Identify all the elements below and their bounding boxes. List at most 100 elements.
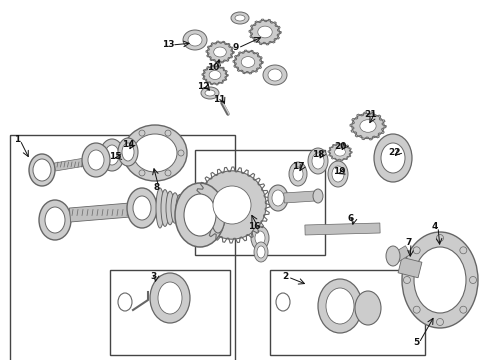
Ellipse shape [213, 186, 251, 224]
Text: 9: 9 [232, 43, 238, 52]
Ellipse shape [100, 139, 124, 171]
Polygon shape [109, 148, 146, 163]
Text: 13: 13 [162, 40, 174, 49]
Ellipse shape [205, 90, 215, 96]
Ellipse shape [166, 191, 174, 225]
Ellipse shape [318, 279, 362, 333]
Polygon shape [305, 223, 380, 235]
Text: 7: 7 [405, 238, 412, 247]
Circle shape [165, 130, 171, 136]
Ellipse shape [326, 288, 354, 324]
Circle shape [139, 170, 145, 176]
Text: 21: 21 [364, 110, 376, 119]
Bar [110, 270, 230, 355]
Text: 14: 14 [122, 140, 135, 149]
Circle shape [413, 306, 420, 313]
Ellipse shape [254, 242, 268, 262]
Ellipse shape [88, 150, 104, 170]
Circle shape [139, 130, 145, 136]
Ellipse shape [235, 15, 245, 21]
Ellipse shape [127, 188, 157, 228]
Text: 17: 17 [292, 162, 305, 171]
Text: 2: 2 [282, 272, 288, 281]
Text: 10: 10 [207, 63, 220, 72]
Ellipse shape [133, 196, 151, 220]
Ellipse shape [122, 143, 134, 161]
Bar [10, 135, 235, 360]
Text: 16: 16 [248, 222, 261, 231]
Circle shape [437, 234, 443, 242]
Ellipse shape [188, 34, 202, 46]
Ellipse shape [263, 65, 287, 85]
Ellipse shape [158, 282, 182, 314]
Text: 3: 3 [150, 272, 156, 281]
Text: 4: 4 [432, 222, 439, 231]
Ellipse shape [150, 273, 190, 323]
Circle shape [460, 247, 467, 254]
Ellipse shape [33, 159, 51, 181]
Ellipse shape [381, 143, 405, 173]
Circle shape [469, 276, 476, 284]
Ellipse shape [209, 71, 221, 80]
Ellipse shape [386, 246, 400, 266]
Ellipse shape [328, 161, 348, 187]
Ellipse shape [313, 189, 323, 203]
Text: 1: 1 [14, 135, 20, 144]
Ellipse shape [171, 193, 179, 223]
Text: 6: 6 [348, 214, 354, 223]
Ellipse shape [201, 87, 219, 99]
Ellipse shape [355, 291, 381, 325]
Ellipse shape [123, 125, 187, 181]
Ellipse shape [155, 143, 165, 157]
Text: 11: 11 [213, 95, 225, 104]
Ellipse shape [272, 190, 284, 206]
Ellipse shape [39, 200, 71, 240]
Ellipse shape [231, 12, 249, 24]
Ellipse shape [214, 47, 226, 57]
Ellipse shape [241, 57, 255, 67]
Ellipse shape [105, 145, 119, 165]
Ellipse shape [335, 148, 345, 156]
Ellipse shape [374, 134, 412, 182]
Bar [270, 270, 425, 355]
Text: 18: 18 [312, 150, 324, 159]
Text: 5: 5 [413, 338, 419, 347]
Ellipse shape [258, 26, 272, 38]
Ellipse shape [235, 51, 262, 73]
Circle shape [165, 170, 171, 176]
Ellipse shape [176, 194, 184, 222]
Bar [195, 150, 325, 255]
Text: 15: 15 [109, 152, 122, 161]
Ellipse shape [198, 171, 266, 239]
Ellipse shape [312, 153, 324, 169]
Text: 8: 8 [153, 183, 159, 192]
Ellipse shape [161, 190, 169, 226]
Polygon shape [70, 203, 130, 222]
Ellipse shape [184, 194, 216, 236]
Ellipse shape [250, 20, 279, 44]
Ellipse shape [82, 143, 110, 177]
Ellipse shape [293, 167, 303, 181]
Ellipse shape [181, 196, 189, 220]
Ellipse shape [203, 66, 227, 84]
Ellipse shape [133, 134, 177, 172]
Ellipse shape [257, 246, 265, 258]
Ellipse shape [268, 185, 288, 211]
Ellipse shape [156, 188, 164, 228]
Circle shape [178, 150, 184, 156]
Circle shape [413, 247, 420, 254]
Circle shape [437, 319, 443, 325]
Ellipse shape [352, 113, 384, 139]
Circle shape [460, 306, 467, 313]
Polygon shape [398, 257, 422, 278]
Circle shape [403, 276, 411, 284]
Polygon shape [54, 158, 86, 171]
Text: 20: 20 [334, 142, 346, 151]
Ellipse shape [308, 148, 328, 174]
Ellipse shape [211, 197, 225, 233]
Ellipse shape [255, 231, 265, 245]
Ellipse shape [329, 144, 351, 160]
Circle shape [126, 150, 132, 156]
Ellipse shape [414, 247, 466, 313]
Text: 19: 19 [333, 167, 345, 176]
